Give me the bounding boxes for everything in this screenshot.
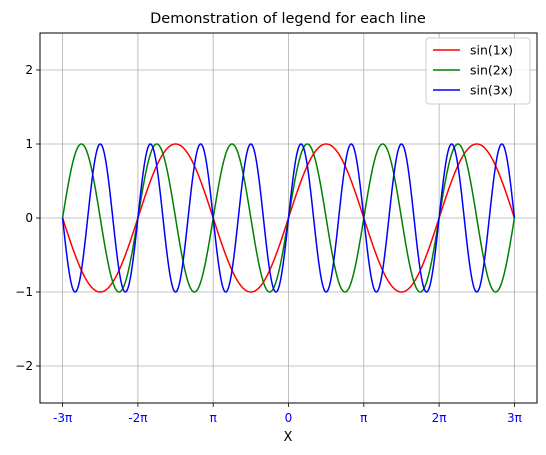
x-tick-label: π: [210, 411, 217, 425]
x-axis-label: X: [284, 430, 293, 445]
x-tick-label: -2π: [128, 411, 147, 425]
legend-label: sin(1x): [470, 43, 513, 58]
y-tick-label: −2: [15, 359, 33, 373]
series-layer: [61, 143, 516, 293]
legend-box: [425, 37, 531, 105]
x-tick-label: -3π: [53, 411, 72, 425]
y-tick-label: 1: [25, 137, 33, 151]
chart-title: Demonstration of legend for each line: [150, 11, 426, 27]
x-tick-label: 3π: [507, 411, 522, 425]
legend-label: sin(2x): [470, 63, 513, 78]
x-tick-label: π: [360, 411, 367, 425]
x-tick-label: 2π: [432, 411, 447, 425]
legend-label: sin(3x): [470, 83, 513, 98]
y-tick-label: 0: [25, 211, 33, 225]
legend: sin(1x) sin(2x) sin(3x): [425, 37, 531, 105]
series-line-sin(3x): [61, 143, 516, 293]
y-tick-label: 2: [25, 63, 33, 77]
y-tick-label: −1: [15, 285, 33, 299]
tick-layer: -3π -2π π 0 π 2π 3π −2 −1 0 1 2: [15, 63, 522, 425]
x-tick-label: 0: [285, 411, 293, 425]
